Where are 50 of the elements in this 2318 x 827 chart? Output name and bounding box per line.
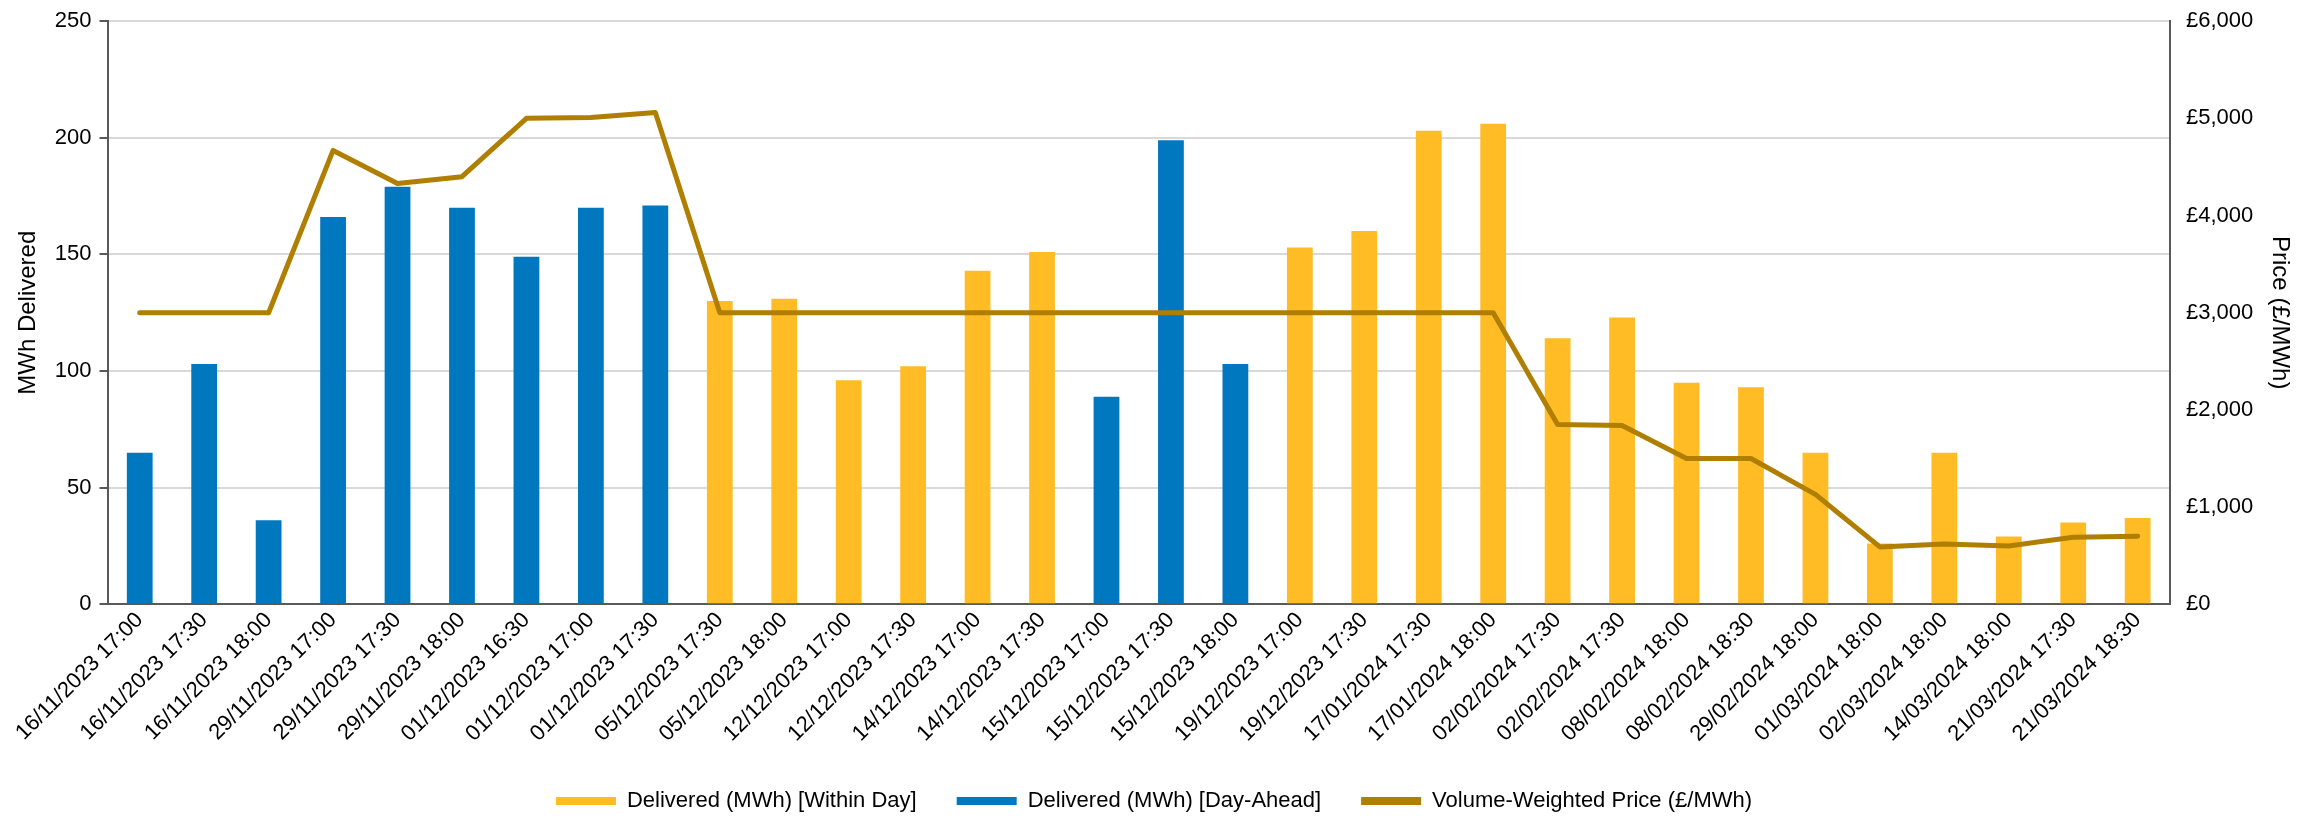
- bar: [320, 217, 346, 604]
- bar: [513, 256, 540, 604]
- bar: [1093, 396, 1120, 604]
- legend-label: Volume-Weighted Price (£/MWh): [1432, 787, 1753, 813]
- y2-tick-label: £3,000: [2185, 298, 2254, 324]
- bar: [835, 380, 862, 604]
- y2-tick-label: £0: [2185, 590, 2211, 616]
- bar: [1609, 317, 1635, 604]
- y2-tick-label: £2,000: [2185, 395, 2254, 421]
- bar: [1351, 231, 1378, 604]
- bar: [1544, 338, 1571, 604]
- y-tick-label: 150: [54, 240, 92, 266]
- y-tick-label: 0: [79, 590, 92, 616]
- bar: [1867, 543, 1893, 604]
- bar: [1802, 452, 1829, 604]
- y-axis-title: MWh Delivered: [13, 230, 41, 395]
- y2-tick-label: £1,000: [2185, 493, 2254, 519]
- bar: [577, 207, 604, 604]
- bar: [1222, 364, 1249, 604]
- bar: [2060, 522, 2087, 604]
- bar: [706, 301, 733, 604]
- y-tick-label: 50: [67, 473, 92, 499]
- bar: [1738, 387, 1764, 604]
- y-tick-label: 100: [54, 357, 92, 383]
- bar: [1931, 452, 1958, 604]
- bar: [191, 364, 218, 604]
- bar: [1995, 536, 2022, 604]
- bar: [1480, 123, 1507, 604]
- bar: [1029, 252, 1055, 604]
- bar: [900, 366, 927, 604]
- y2-axis-title: Price (£/MWh): [2267, 236, 2295, 390]
- bar: [255, 520, 282, 604]
- bar: [1415, 130, 1442, 604]
- y2-tick-label: £5,000: [2185, 104, 2254, 130]
- bar: [1673, 382, 1700, 604]
- y-tick-label: 200: [54, 123, 92, 149]
- bar: [2124, 517, 2151, 604]
- y2-tick-label: £4,000: [2185, 201, 2254, 227]
- bar: [384, 186, 411, 604]
- bar: [126, 452, 153, 604]
- bar: [1158, 140, 1184, 604]
- bar: [771, 298, 798, 604]
- legend-label: Delivered (MWh) [Within Day]: [626, 787, 917, 813]
- bar: [642, 205, 669, 604]
- y2-tick-label: £6,000: [2185, 7, 2254, 33]
- bar: [449, 207, 475, 604]
- bar: [1286, 247, 1313, 604]
- bar: [964, 270, 991, 604]
- legend-label: Delivered (MWh) [Day-Ahead]: [1027, 787, 1322, 813]
- y-tick-label: 250: [54, 7, 92, 33]
